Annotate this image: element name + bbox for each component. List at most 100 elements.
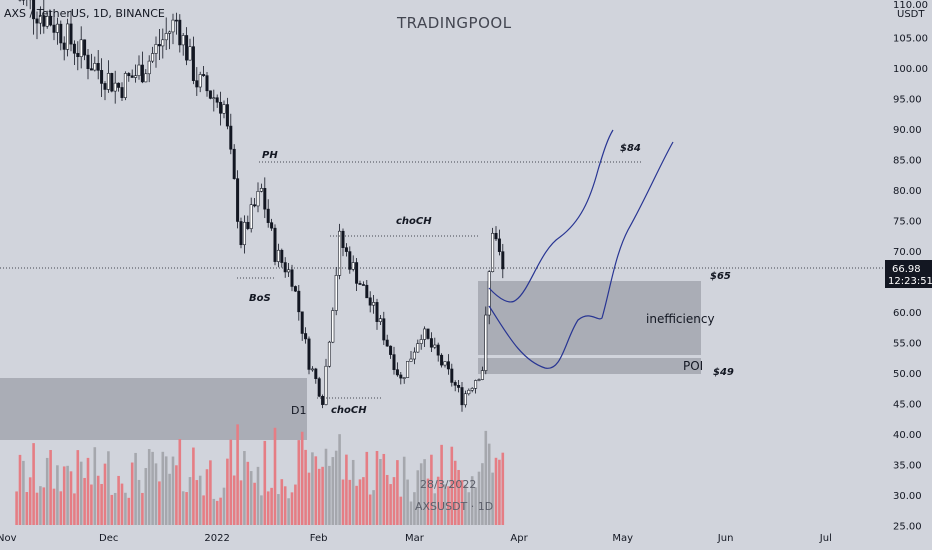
candle-body [42,15,46,27]
volume-bar [195,480,199,525]
candle-body [389,345,393,355]
candle-body [59,23,63,44]
volume-bar [66,465,69,525]
volume-bar [372,490,375,525]
candle-body [450,368,454,383]
price-axis-tick: 30.00 [893,491,922,502]
candle-body [399,374,403,379]
candle-body [35,18,39,24]
volume-bar [419,463,423,525]
volume-bar [450,446,454,525]
volume-bar [144,468,148,525]
candle-body [242,221,246,246]
candle-body [117,82,121,88]
candle-body [273,227,277,262]
volume-bar [127,497,131,525]
price-axis-unit: USDT [897,9,925,20]
candle-body [463,393,467,406]
price-axis-tick: 25.00 [893,522,922,533]
candle-body [195,80,199,88]
price-axis-tick: 55.00 [893,339,922,350]
d1-label: D1 [291,404,306,417]
candle-body [416,343,420,353]
time-axis-label: Nov [0,533,17,544]
volume-bar [113,492,117,525]
volume-bar [355,485,358,525]
volume-bar [243,451,246,525]
last-price-badge[interactable] [885,260,932,288]
volume-bar [304,449,307,525]
candle-body [49,15,53,26]
candle-body [225,104,229,127]
volume-bar [280,479,284,525]
time-axis[interactable]: Nov Dec 2022 Feb Mar Apr May Jun Jul [0,533,832,544]
volume-bar [430,454,433,525]
volume-bar [396,460,399,525]
candle-body [460,387,464,406]
volume-bar [348,479,352,525]
volume-bar [501,452,505,525]
candle-body [321,395,325,405]
price-axis-tick: 60.00 [893,308,922,319]
volume-bar [491,472,494,525]
candle-body [161,39,165,47]
volume-bar [239,480,243,525]
candle-body [501,251,505,270]
candle-body [480,370,484,380]
brand-title: TRADINGPOOL [396,14,512,32]
candle-body [86,54,90,69]
volume-bar [263,440,267,525]
candle-body [232,148,236,179]
candle-body [310,368,314,371]
volume-bar [226,458,229,525]
poi-zone [478,358,701,374]
volume-bar [90,484,93,525]
candle-body [484,314,488,371]
volume-bar [283,486,287,525]
volume-bar [130,462,134,525]
candle-body [446,361,450,370]
volume-bar [328,465,331,525]
volume-bar [266,491,270,525]
volume-bar [317,468,321,525]
candle-body [372,302,376,306]
candle-body [106,73,110,90]
candle-body [79,39,83,58]
candle-body [355,262,359,284]
volume-bar [69,471,73,525]
volume-bar [385,474,389,525]
volume-bar [324,448,328,525]
time-axis-label: May [612,533,633,544]
volume-bar [334,450,338,525]
volume-bar [232,475,236,525]
candle-body [433,344,437,348]
volume-bar [311,452,314,525]
price-axis-tick: 45.00 [893,400,922,411]
candle-body [378,318,382,322]
candle-body [100,70,104,84]
candle-body [358,283,362,285]
volume-bar [345,454,348,525]
volume-bar [141,492,144,525]
volume-bar [181,491,185,525]
candle-body [419,339,423,344]
volume-bar [484,430,488,525]
candle-body [164,33,168,41]
volume-bar [209,460,212,525]
candle-body [83,39,87,56]
volume-bar [392,477,396,525]
volume-bar [362,477,365,525]
time-axis-label: Apr [510,533,528,544]
volume-bar [124,492,127,525]
price-axis-tick: 90.00 [893,125,922,136]
candle-body [215,97,219,103]
volume-bar [287,498,290,525]
candle-body [259,188,263,192]
candle-body [331,310,335,343]
volume-bar [62,466,66,525]
candle-body [202,74,206,76]
ph-label: PH [262,150,278,161]
volume-bar [185,492,188,525]
